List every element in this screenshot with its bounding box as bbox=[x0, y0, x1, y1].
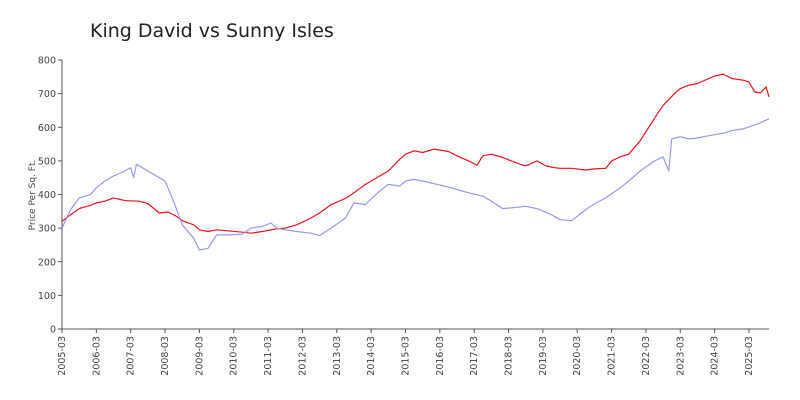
y-tick-label: 800 bbox=[38, 56, 56, 67]
x-tick-label: 2016-03 bbox=[435, 336, 446, 376]
y-tick-label: 100 bbox=[38, 291, 56, 302]
x-tick-label: 2020-03 bbox=[572, 336, 583, 376]
y-axis-label: Price Per Sq. Ft. bbox=[28, 160, 38, 231]
y-tick-label: 200 bbox=[38, 257, 56, 268]
series-layer bbox=[61, 73, 770, 251]
x-tick-label: 2006-03 bbox=[91, 336, 102, 376]
x-tick-label: 2007-03 bbox=[126, 336, 137, 376]
x-tick-label: 2009-03 bbox=[194, 336, 205, 376]
chart-title: King David vs Sunny Isles bbox=[90, 20, 334, 42]
x-tick-label: 2005-03 bbox=[57, 336, 68, 376]
x-tick-label: 2023-03 bbox=[675, 336, 686, 376]
x-tick-label: 2017-03 bbox=[469, 336, 480, 376]
x-tick-label: 2018-03 bbox=[504, 336, 515, 376]
y-tick-label: 400 bbox=[38, 190, 56, 201]
x-tick-label: 2025-03 bbox=[744, 336, 755, 376]
x-tick-label: 2013-03 bbox=[332, 336, 343, 376]
series-line-1 bbox=[61, 73, 770, 234]
y-tick-label: 500 bbox=[38, 156, 56, 167]
x-tick-label: 2012-03 bbox=[297, 336, 308, 376]
y-tick-label: 600 bbox=[38, 123, 56, 134]
x-tick-label: 2019-03 bbox=[538, 336, 549, 376]
x-tick-label: 2011-03 bbox=[263, 336, 274, 376]
y-tick-label: 300 bbox=[38, 224, 56, 235]
series-line-2 bbox=[61, 118, 770, 251]
x-tick-label: 2015-03 bbox=[400, 336, 411, 376]
x-tick-label: 2008-03 bbox=[160, 336, 171, 376]
y-tick-label: 700 bbox=[38, 89, 56, 100]
x-tick-label: 2022-03 bbox=[641, 336, 652, 376]
y-tick-label: 0 bbox=[50, 325, 56, 336]
x-tick-label: 2021-03 bbox=[607, 336, 618, 376]
x-tick-label: 2024-03 bbox=[710, 336, 721, 376]
x-tick-label: 2014-03 bbox=[366, 336, 377, 376]
x-tick-label: 2010-03 bbox=[229, 336, 240, 376]
axes: 0 100 200 300 400 500 600 700 800 2005-03 2006-03 2… bbox=[38, 56, 769, 376]
